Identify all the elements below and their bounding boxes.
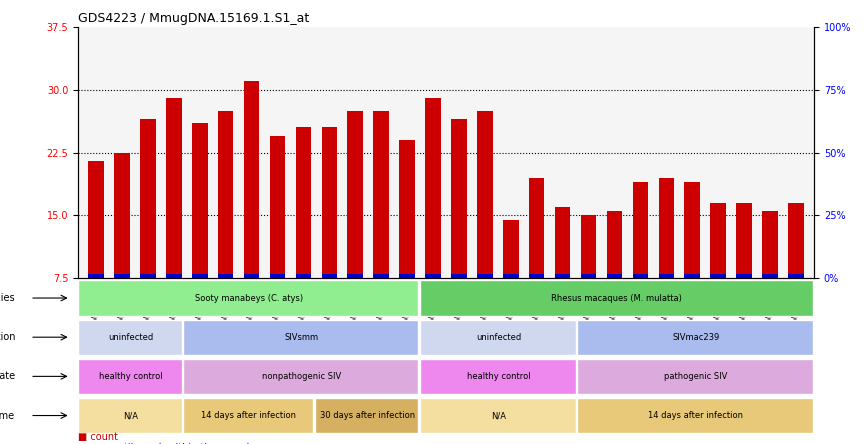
FancyBboxPatch shape [578,398,812,433]
Bar [477,274,493,278]
Bar [399,140,415,278]
Text: SIVsmm: SIVsmm [284,333,319,342]
Bar [684,274,700,278]
FancyBboxPatch shape [420,359,576,394]
FancyBboxPatch shape [183,398,313,433]
Text: N/A: N/A [491,411,506,420]
Bar [218,274,234,278]
Text: healthy control: healthy control [467,372,530,381]
Text: healthy control: healthy control [99,372,162,381]
Bar [192,274,208,278]
Text: 14 days after infection: 14 days after infection [649,411,743,420]
Bar [632,182,648,278]
Text: species: species [0,293,16,303]
Bar [503,274,519,278]
Bar [658,274,674,278]
Bar [607,274,623,278]
Bar [114,274,130,278]
Bar [218,111,234,278]
Bar [244,274,260,278]
FancyBboxPatch shape [78,281,418,316]
Bar [399,274,415,278]
Text: uninfected: uninfected [476,333,521,342]
Bar [529,178,545,278]
FancyBboxPatch shape [78,359,182,394]
Bar [295,274,311,278]
Bar [295,127,311,278]
Text: infection: infection [0,332,16,342]
FancyBboxPatch shape [578,320,812,355]
Text: SIVmac239: SIVmac239 [672,333,720,342]
Bar [529,274,545,278]
Bar [347,111,363,278]
FancyBboxPatch shape [578,359,812,394]
Bar [762,211,778,278]
Bar [684,182,700,278]
Text: Rhesus macaques (M. mulatta): Rhesus macaques (M. mulatta) [552,293,682,302]
Text: time: time [0,411,16,420]
Bar [503,220,519,278]
FancyBboxPatch shape [183,359,418,394]
Bar [269,136,285,278]
Bar [321,127,337,278]
FancyBboxPatch shape [183,320,418,355]
Bar [581,215,597,278]
Bar [451,119,467,278]
Bar [710,203,726,278]
Bar [373,274,389,278]
Bar [762,274,778,278]
Bar [140,119,156,278]
Bar [658,178,674,278]
Bar [710,274,726,278]
Text: 14 days after infection: 14 days after infection [201,411,296,420]
Bar [477,111,493,278]
Bar [347,274,363,278]
Text: GDS4223 / MmugDNA.15169.1.S1_at: GDS4223 / MmugDNA.15169.1.S1_at [78,12,309,25]
Text: ■ count: ■ count [78,432,118,442]
FancyBboxPatch shape [420,320,576,355]
Bar [321,274,337,278]
Bar [140,274,156,278]
Bar [269,274,285,278]
Bar [632,274,648,278]
Bar [425,274,441,278]
Text: pathogenic SIV: pathogenic SIV [664,372,727,381]
Bar [244,81,260,278]
Bar [425,98,441,278]
Text: nonpathogenic SIV: nonpathogenic SIV [262,372,341,381]
Text: disease state: disease state [0,371,16,381]
FancyBboxPatch shape [78,398,182,433]
Bar [192,123,208,278]
Bar [166,98,182,278]
Bar [555,274,571,278]
Bar [736,203,752,278]
Bar [451,274,467,278]
Bar [88,161,104,278]
Text: ■ percentile rank within the sample: ■ percentile rank within the sample [78,443,255,444]
Text: 30 days after infection: 30 days after infection [320,411,415,420]
Text: Sooty manabeys (C. atys): Sooty manabeys (C. atys) [195,293,303,302]
Text: uninfected: uninfected [108,333,153,342]
FancyBboxPatch shape [78,320,182,355]
Bar [788,203,804,278]
Bar [88,274,104,278]
Bar [373,111,389,278]
Text: N/A: N/A [123,411,138,420]
Bar [114,153,130,278]
Bar [788,274,804,278]
Bar [555,207,571,278]
FancyBboxPatch shape [314,398,418,433]
Bar [736,274,752,278]
Bar [581,274,597,278]
Bar [607,211,623,278]
FancyBboxPatch shape [420,281,812,316]
Bar [166,274,182,278]
FancyBboxPatch shape [420,398,576,433]
